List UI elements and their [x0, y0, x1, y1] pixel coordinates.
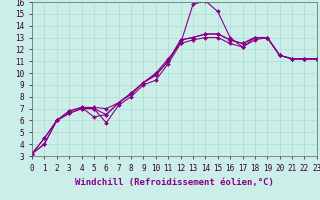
X-axis label: Windchill (Refroidissement éolien,°C): Windchill (Refroidissement éolien,°C)	[75, 178, 274, 187]
